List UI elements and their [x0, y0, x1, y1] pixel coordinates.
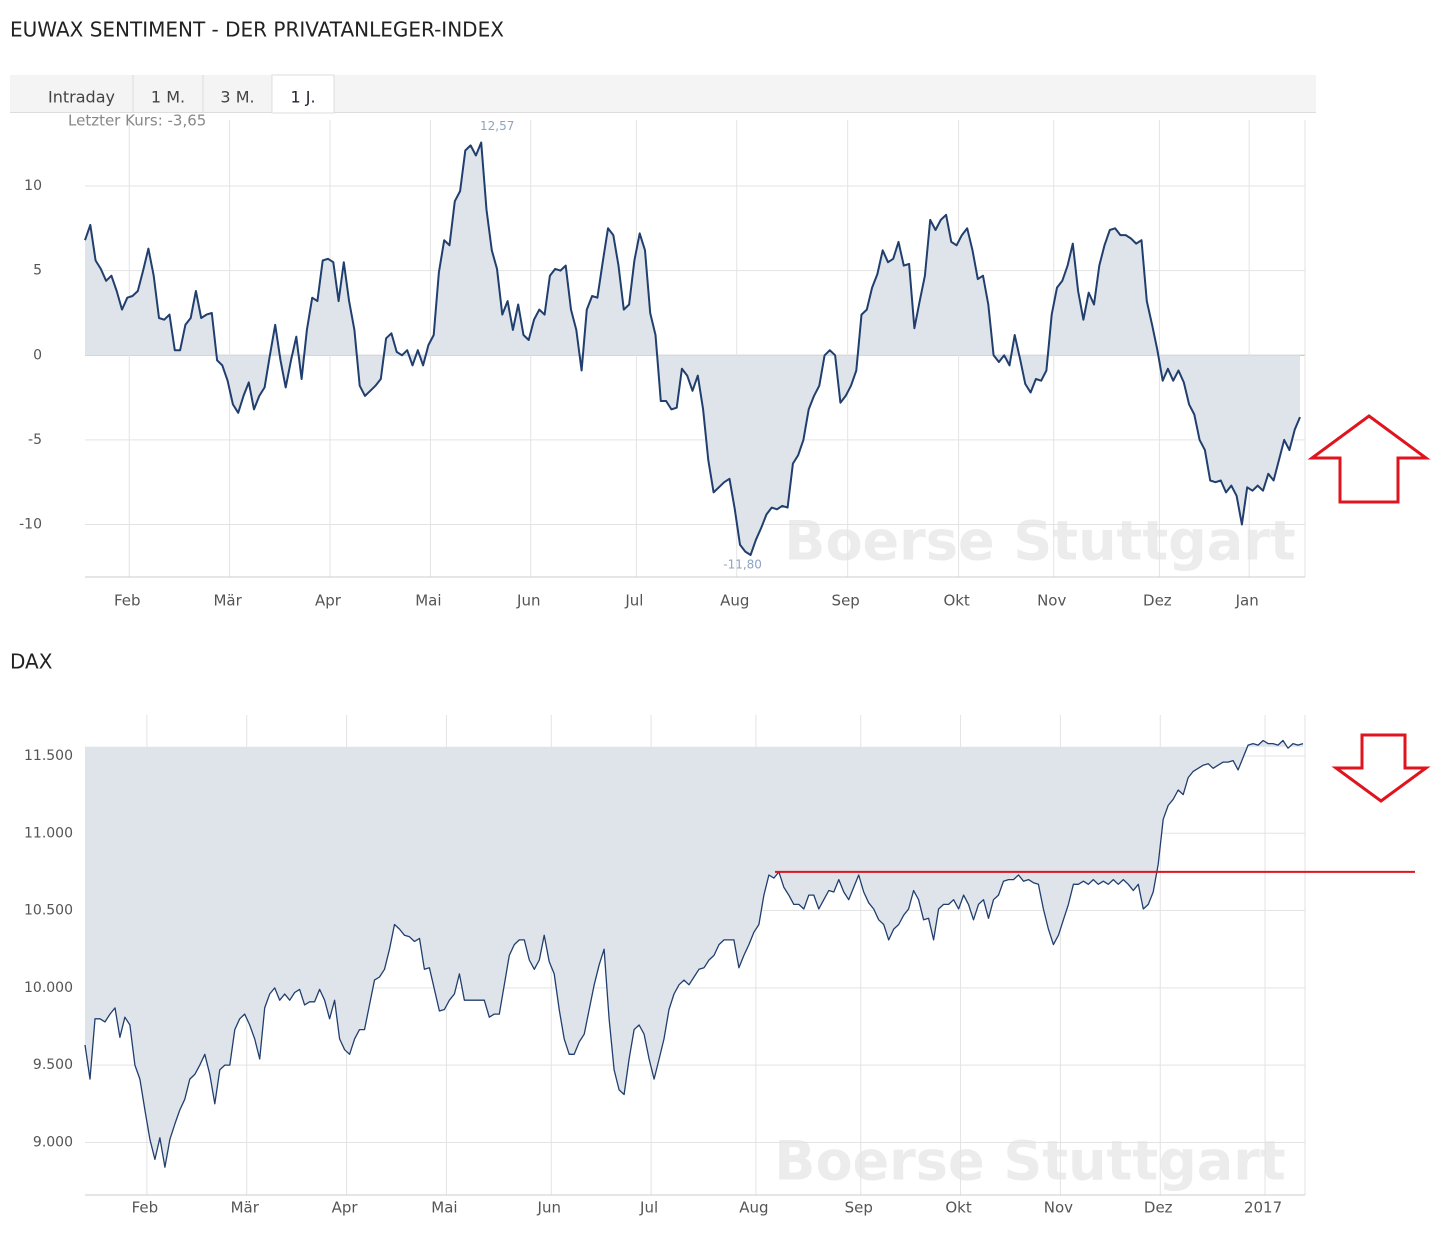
y-tick-label: 5	[33, 263, 42, 279]
y-tick-label: 0	[33, 347, 42, 363]
x-tick-label: Mär	[213, 592, 242, 610]
area-fill	[85, 142, 1300, 555]
x-tick-label: Okt	[945, 1199, 971, 1217]
x-tick-label: Feb	[114, 592, 141, 610]
x-tick-label: Sep	[845, 1199, 873, 1217]
x-tick-label: Aug	[739, 1199, 768, 1217]
tab-active	[271, 74, 335, 114]
x-tick-label: Nov	[1037, 592, 1066, 610]
x-tick-label: Feb	[132, 1199, 159, 1217]
x-tick-label: Apr	[332, 1199, 359, 1217]
x-tick-label: 2017	[1244, 1199, 1282, 1217]
x-tick-label: Jul	[624, 592, 643, 610]
tab[interactable]: Intraday	[48, 88, 115, 107]
x-tick-label: Mai	[415, 592, 441, 610]
x-tick-label: Jun	[516, 592, 540, 610]
tab-bar	[10, 75, 1316, 112]
x-tick-label: Dez	[1144, 1199, 1173, 1217]
tab[interactable]: 1 J.	[290, 88, 315, 107]
last-price-label: Letzter Kurs: -3,65	[68, 112, 206, 130]
y-tick-label: 11.000	[24, 825, 73, 841]
x-tick-label: Aug	[720, 592, 749, 610]
y-tick-label: -10	[19, 517, 42, 533]
x-tick-label: Apr	[315, 592, 342, 610]
y-tick-label: 10.000	[24, 980, 73, 996]
x-tick-label: Okt	[943, 592, 969, 610]
tab[interactable]: 1 M.	[151, 88, 185, 107]
watermark: Boerse Stuttgart	[774, 1130, 1285, 1193]
value-label: -11,80	[723, 557, 762, 571]
down-arrow	[1331, 733, 1431, 803]
x-tick-label: Mär	[231, 1199, 260, 1217]
page-title: EUWAX SENTIMENT - DER PRIVATANLEGER-INDE…	[10, 18, 504, 42]
x-tick-label: Jun	[537, 1199, 561, 1217]
x-tick-label: Sep	[832, 592, 860, 610]
y-tick-label: 11.500	[24, 748, 73, 764]
value-label: 12,57	[480, 119, 514, 133]
y-tick-label: 9.000	[33, 1134, 73, 1150]
line	[84, 141, 1301, 556]
up-arrow	[1307, 414, 1431, 504]
y-tick-label: 10	[24, 178, 42, 194]
area-fill	[85, 740, 1303, 1168]
watermark: Boerse Stuttgart	[784, 510, 1295, 573]
x-tick-label: Jul	[639, 1199, 658, 1217]
tab[interactable]: 3 M.	[220, 88, 254, 107]
y-tick-label: 10.500	[24, 903, 73, 919]
x-tick-label: Mai	[431, 1199, 457, 1217]
x-tick-label: Dez	[1143, 592, 1172, 610]
y-tick-label: -5	[28, 432, 42, 448]
x-tick-label: Jan	[1235, 592, 1259, 610]
y-tick-label: 9.500	[33, 1057, 73, 1073]
x-tick-label: Nov	[1044, 1199, 1073, 1217]
line	[84, 739, 1304, 1168]
chart-title: DAX	[10, 650, 53, 674]
